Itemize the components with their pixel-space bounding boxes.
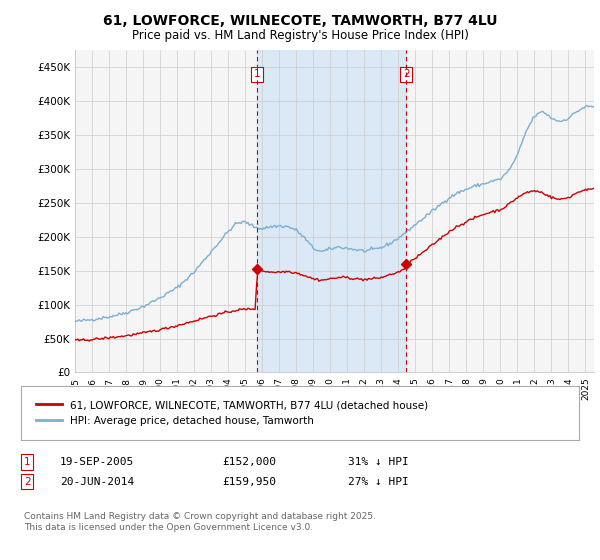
Text: 61, LOWFORCE, WILNECOTE, TAMWORTH, B77 4LU: 61, LOWFORCE, WILNECOTE, TAMWORTH, B77 4… [103,14,497,28]
Text: 20-JUN-2014: 20-JUN-2014 [60,477,134,487]
Text: Price paid vs. HM Land Registry's House Price Index (HPI): Price paid vs. HM Land Registry's House … [131,29,469,42]
Bar [257,50,406,372]
Text: 19-SEP-2005: 19-SEP-2005 [60,457,134,467]
Text: 1: 1 [254,69,261,80]
Text: £152,000: £152,000 [222,457,276,467]
Text: 1: 1 [24,457,31,467]
Text: 2: 2 [403,69,410,80]
Text: 2: 2 [24,477,31,487]
Text: £159,950: £159,950 [222,477,276,487]
Text: Contains HM Land Registry data © Crown copyright and database right 2025.
This d: Contains HM Land Registry data © Crown c… [24,512,376,532]
Text: 27% ↓ HPI: 27% ↓ HPI [348,477,409,487]
Legend: 61, LOWFORCE, WILNECOTE, TAMWORTH, B77 4LU (detached house), HPI: Average price,: 61, LOWFORCE, WILNECOTE, TAMWORTH, B77 4… [32,396,433,430]
Text: 31% ↓ HPI: 31% ↓ HPI [348,457,409,467]
